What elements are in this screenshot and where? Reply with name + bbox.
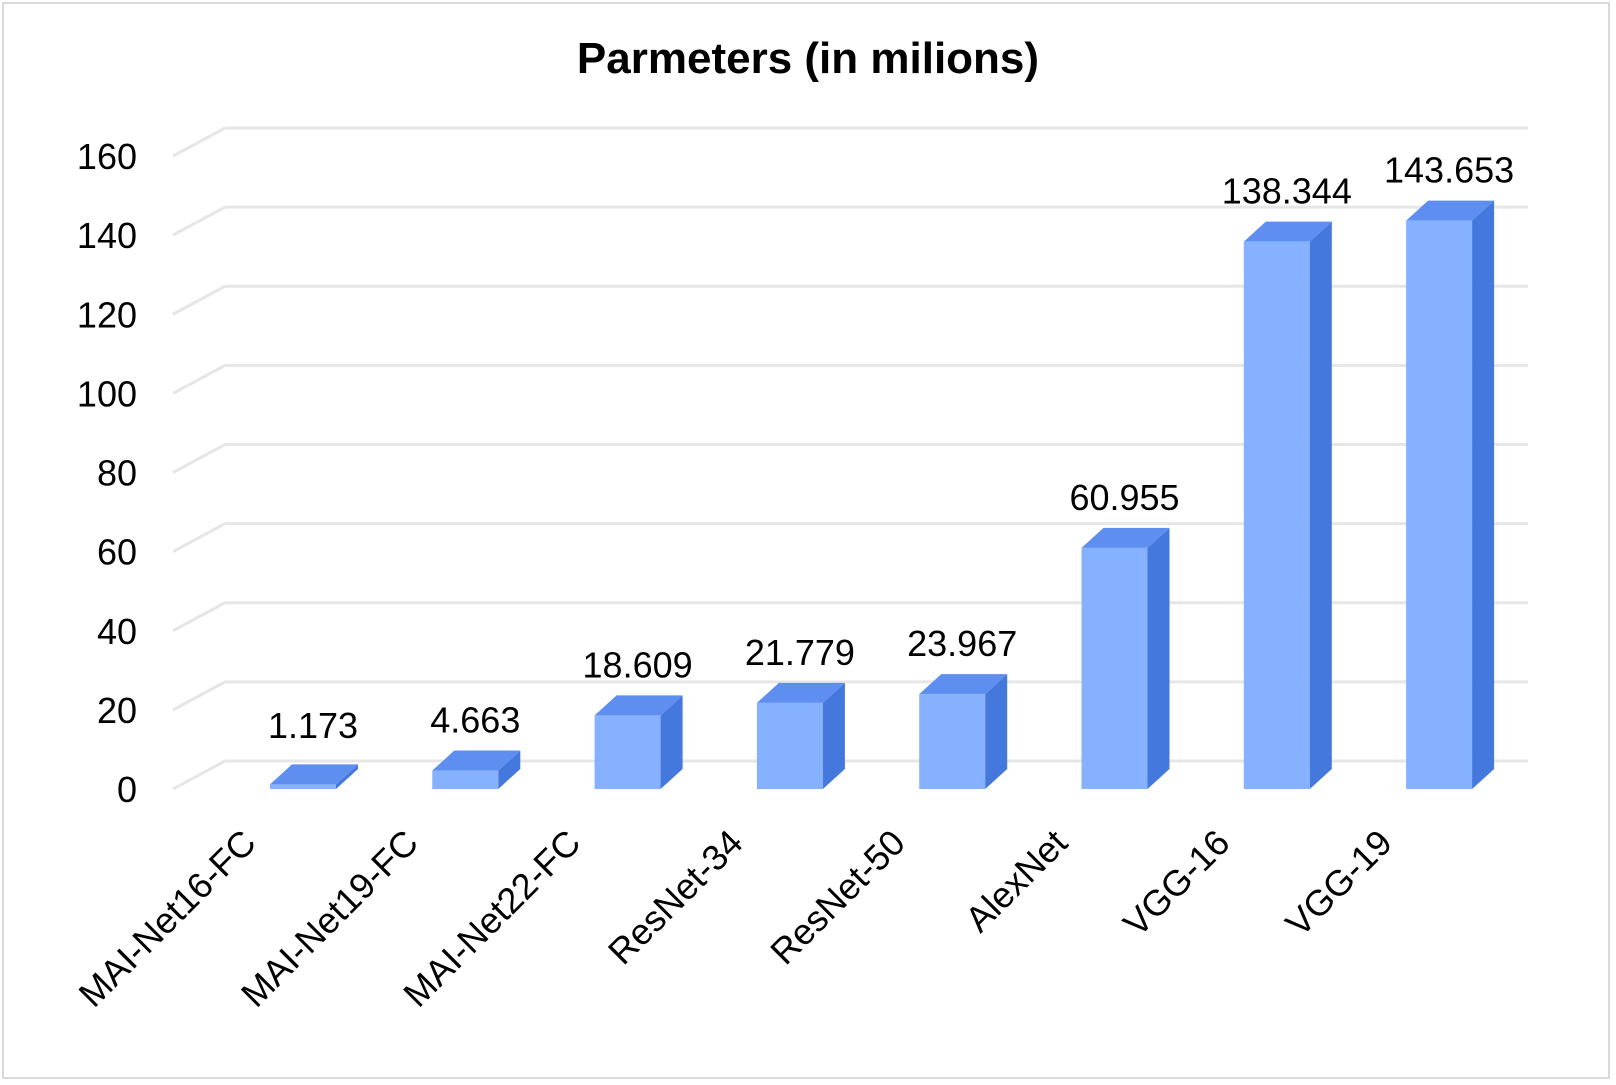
bar-front <box>919 694 986 789</box>
bar-top <box>919 674 1008 695</box>
bar-front <box>756 702 823 789</box>
bar-front <box>594 715 661 789</box>
bar-top <box>1243 221 1332 242</box>
bar-top <box>756 682 845 703</box>
y-tick-label: 80 <box>97 453 137 494</box>
y-tick-label: 60 <box>97 532 137 573</box>
y-tick-label: 160 <box>77 136 137 177</box>
bar-front <box>432 770 499 789</box>
x-tick-label: VGG-16 <box>1115 822 1237 944</box>
bar <box>432 750 521 789</box>
x-tick-label: VGG-19 <box>1277 822 1399 944</box>
bar-side <box>660 695 683 789</box>
gridline-diagonal <box>172 759 226 791</box>
x-tick-label: ResNet-50 <box>762 822 913 973</box>
data-label: 143.653 <box>1384 150 1514 191</box>
bar-side <box>822 682 845 789</box>
data-label: 21.779 <box>745 632 855 673</box>
gridline-diagonal <box>172 522 226 553</box>
bar-top <box>594 695 683 716</box>
y-tick-label: 0 <box>117 769 137 810</box>
chart-title: Parmeters (in milions) <box>576 34 1040 83</box>
bar <box>756 682 845 789</box>
data-label: 1.173 <box>268 705 358 746</box>
bar-top <box>1406 200 1495 221</box>
bar-top <box>1081 527 1170 548</box>
bar <box>270 764 358 789</box>
bar-front <box>270 784 336 789</box>
x-tick-label: AlexNet <box>957 822 1075 940</box>
bar <box>1406 200 1495 789</box>
y-tick-label: 100 <box>77 373 137 414</box>
data-labels: 1.173 4.663 18.609 21.779 23.967 60.955 138.34… <box>268 150 1514 746</box>
y-tick-label: 40 <box>97 611 137 652</box>
gridline-diagonal <box>172 680 226 712</box>
data-label: 60.955 <box>1069 477 1179 518</box>
bar-side <box>336 764 358 789</box>
data-label: 138.344 <box>1222 171 1352 212</box>
y-axis-ticks: 0 20 40 60 80 100 120 140 160 <box>77 136 137 810</box>
bar-front <box>1406 220 1473 789</box>
gridline-diagonal <box>172 284 226 316</box>
bar-side <box>985 674 1008 789</box>
bars <box>270 200 1495 790</box>
y-tick-label: 20 <box>97 690 137 731</box>
bar-side <box>498 750 521 789</box>
bar-side <box>1309 221 1332 790</box>
bar-front <box>1243 241 1310 790</box>
bar-top <box>432 750 521 771</box>
data-label: 4.663 <box>430 700 520 741</box>
gridline-diagonal <box>172 601 226 633</box>
bar <box>1243 221 1332 790</box>
y-tick-label: 140 <box>77 215 137 256</box>
bar-top <box>270 764 358 785</box>
bar-front <box>1081 547 1148 789</box>
gridline-diagonal <box>172 205 226 237</box>
bar-side <box>1472 200 1495 789</box>
bar <box>919 674 1008 789</box>
data-label: 18.609 <box>583 644 693 685</box>
x-tick-label: ResNet-34 <box>600 822 751 973</box>
gridline-diagonal <box>172 126 226 158</box>
gridline-diagonal <box>172 443 226 474</box>
gridline-diagonal <box>172 364 226 395</box>
y-tick-label: 120 <box>77 294 137 335</box>
data-label: 23.967 <box>907 623 1017 664</box>
bar <box>1081 527 1170 789</box>
bar <box>594 695 683 789</box>
bar-side <box>1147 527 1170 789</box>
